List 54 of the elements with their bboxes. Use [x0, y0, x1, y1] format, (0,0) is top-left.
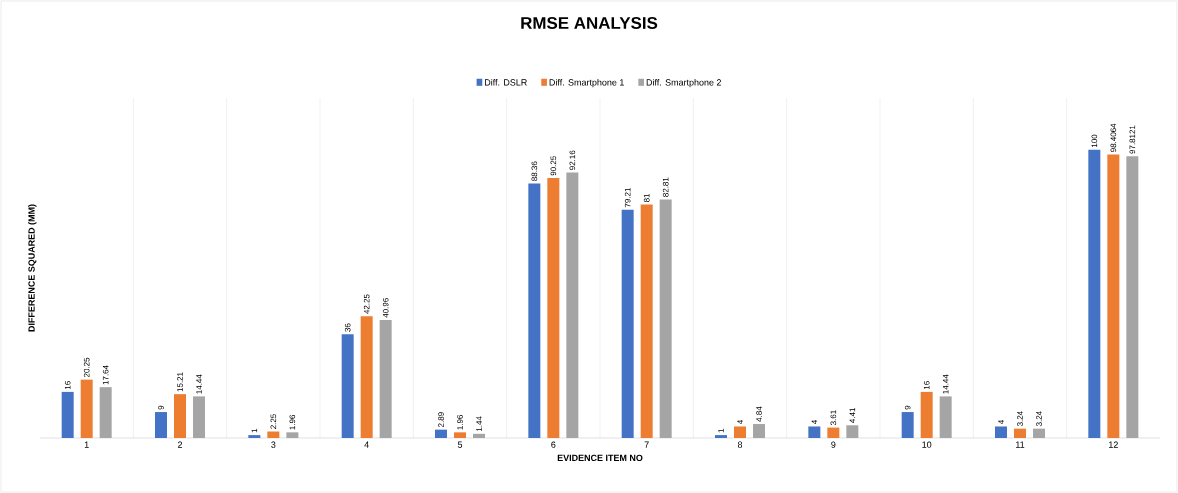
legend-label: Diff. DSLR [484, 79, 527, 86]
bar [435, 429, 448, 438]
legend-label: Diff. Smartphone 1 [549, 79, 624, 88]
bar [901, 412, 914, 438]
x-tick-label: 4 [364, 441, 369, 448]
bar [1088, 149, 1101, 438]
bar [827, 427, 840, 438]
bar [1107, 154, 1120, 438]
x-tick-label: 10 [922, 441, 932, 448]
bar [248, 435, 261, 438]
bar [734, 426, 747, 438]
bar [1033, 428, 1046, 438]
bar [80, 379, 93, 438]
x-tick-label: 5 [457, 441, 463, 448]
bar [341, 334, 354, 438]
bar [621, 209, 634, 438]
x-tick-label: 11 [1016, 441, 1025, 448]
bar [995, 426, 1008, 438]
x-tick-label: 12 [1109, 441, 1118, 448]
x-tick-label: 8 [737, 441, 743, 448]
bar [1014, 428, 1027, 438]
x-tick-label: 7 [644, 441, 649, 448]
bar [155, 412, 168, 438]
bar [566, 172, 579, 438]
bar [61, 391, 74, 438]
bar [286, 432, 299, 438]
bar [659, 199, 672, 438]
bar [379, 319, 392, 438]
bar [454, 432, 467, 438]
bar [715, 435, 728, 438]
bar [267, 431, 280, 438]
x-tick-label: 9 [831, 441, 836, 448]
bar [808, 426, 821, 438]
legend-label: Diff. Smartphone 2 [646, 79, 721, 88]
x-tick-label: 1 [84, 441, 89, 448]
bar [920, 391, 933, 438]
bar [360, 316, 373, 438]
x-tick-label: 3 [271, 441, 276, 448]
bar [174, 394, 187, 438]
bar [753, 424, 766, 438]
x-tick-label: 2 [177, 441, 183, 448]
y-axis-title: DIFFERENCE SQUARED (MM) [28, 204, 37, 332]
bar [473, 433, 486, 438]
x-axis-title: EVIDENCE ITEM NO [557, 454, 643, 462]
bar [1126, 156, 1139, 438]
bar [846, 425, 859, 438]
bar [99, 387, 112, 438]
x-tick-label: 6 [551, 441, 556, 448]
bar [640, 204, 653, 438]
bar [939, 396, 952, 438]
chart-title: RMSE ANALYSIS [521, 16, 658, 29]
bar [193, 396, 206, 438]
bar [547, 177, 560, 438]
bar [528, 183, 541, 438]
